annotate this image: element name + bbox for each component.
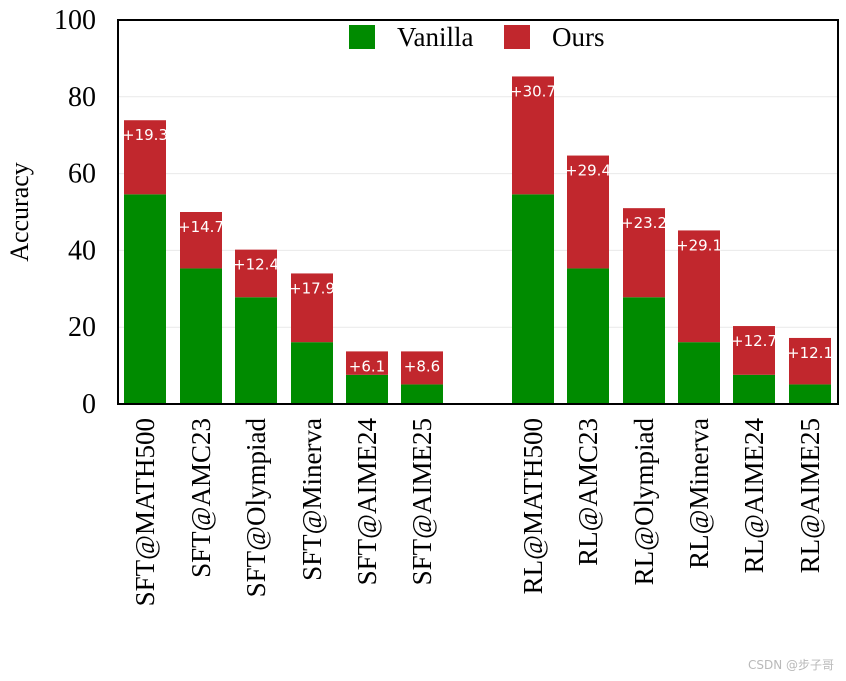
x-tick-label: RL@Minerva: [684, 418, 714, 569]
bar-data-label: +8.6: [404, 357, 440, 375]
bar-ours: [235, 249, 277, 298]
bar-data-label: +29.4: [565, 162, 611, 180]
x-tick-label: SFT@Olympiad: [241, 418, 271, 598]
y-axis-title: Accuracy: [5, 162, 34, 262]
bar-data-label: +19.3: [122, 126, 168, 144]
bar-data-label: +23.2: [621, 214, 667, 232]
labels-layer: +19.3 +14.7 +12.4 +17.9 +6.1 +8.6 +30.7 +29.4 +2…: [122, 82, 833, 375]
bar-data-label: +14.7: [178, 218, 224, 236]
bar-ours: [623, 208, 665, 298]
y-tick-label: 100: [54, 5, 96, 36]
bar-vanilla: [567, 268, 609, 404]
bar-vanilla: [512, 194, 554, 404]
x-tick-label: RL@AIME25: [795, 418, 825, 573]
bar-ours: [789, 337, 831, 385]
bar-vanilla: [124, 194, 166, 404]
bar-data-label: +29.1: [676, 236, 722, 254]
y-tick-label: 60: [68, 159, 96, 190]
x-tick-label: RL@AMC23: [573, 418, 603, 566]
x-tick-label: SFT@AIME25: [407, 418, 437, 585]
bar-vanilla: [623, 297, 665, 404]
bar-vanilla: [678, 342, 720, 404]
x-tick-label: SFT@AMC23: [186, 418, 216, 578]
bar-ours: [567, 155, 609, 269]
x-tick-label: RL@MATH500: [518, 418, 548, 594]
bar-vanilla: [180, 268, 222, 404]
x-tick-label: SFT@MATH500: [130, 418, 160, 606]
bar-vanilla: [346, 374, 388, 404]
watermark: CSDN @步子哥: [747, 658, 834, 672]
axes-layer: 0 20 40 60 80 100 SFT@MATH500 SFT@AMC23 SFT@Olym…: [54, 5, 839, 606]
bar-data-label: +6.1: [349, 357, 385, 375]
bars-layer: [124, 76, 831, 404]
bar-vanilla: [789, 384, 831, 404]
y-tick-label: 80: [68, 82, 96, 113]
bar-data-label: +12.4: [233, 256, 279, 274]
grid-layer: [118, 96, 838, 328]
bar-ours: [124, 120, 166, 195]
y-tick-label: 40: [68, 235, 96, 266]
bar-vanilla: [401, 384, 443, 404]
bar-data-label: +17.9: [289, 279, 335, 297]
bar-vanilla: [291, 342, 333, 404]
bar-ours: [401, 351, 443, 385]
bar-data-label: +12.1: [787, 344, 833, 362]
bar-data-label: +12.7: [731, 332, 777, 350]
x-tick-label: SFT@Minerva: [297, 418, 327, 581]
bar-ours: [291, 273, 333, 343]
bar-data-label: +30.7: [510, 82, 556, 100]
y-tick-label: 0: [82, 389, 96, 420]
plot-frame: [117, 19, 839, 405]
legend: Vanilla Ours: [349, 22, 605, 52]
legend-swatch-vanilla: [349, 25, 375, 49]
bar-ours: [180, 212, 222, 269]
y-tick-label: 20: [68, 312, 96, 343]
bar-ours: [346, 351, 388, 375]
bar-vanilla: [235, 297, 277, 404]
legend-label-vanilla: Vanilla: [397, 22, 473, 52]
legend-label-ours: Ours: [552, 22, 605, 52]
legend-swatch-ours: [504, 25, 530, 49]
bar-ours: [733, 326, 775, 375]
bar-vanilla: [733, 374, 775, 404]
x-tick-label: SFT@AIME24: [352, 418, 382, 586]
x-tick-label: RL@Olympiad: [629, 418, 659, 586]
x-tick-label: RL@AIME24: [739, 418, 769, 574]
bar-ours: [512, 76, 554, 195]
bar-ours: [678, 230, 720, 343]
